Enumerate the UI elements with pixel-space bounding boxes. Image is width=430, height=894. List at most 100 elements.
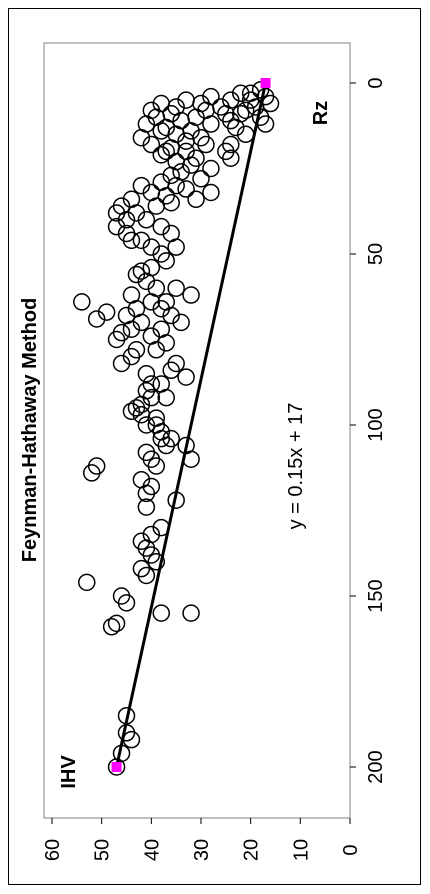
data-point xyxy=(167,238,185,256)
data-point xyxy=(147,553,166,571)
x-axis-ticks: 0 50 100 150 200 xyxy=(350,77,387,784)
data-point xyxy=(137,272,156,291)
data-point xyxy=(132,176,151,195)
data-point xyxy=(157,436,175,455)
y-tick-label: 60 xyxy=(42,839,64,861)
data-point xyxy=(97,303,116,321)
data-point xyxy=(117,211,136,229)
data-point xyxy=(157,118,175,137)
x-tick-label: 200 xyxy=(365,750,387,783)
data-point xyxy=(137,364,156,383)
data-point xyxy=(132,395,151,414)
data-point xyxy=(182,286,200,304)
y-tick-label: 30 xyxy=(191,839,213,861)
data-point xyxy=(137,484,156,503)
plot-area xyxy=(43,42,351,819)
data-point xyxy=(137,498,156,516)
data-point xyxy=(172,313,190,332)
y-tick-label: 50 xyxy=(92,839,114,861)
trendline-equation: y = 0.15x + 17 xyxy=(285,403,307,530)
data-point xyxy=(122,402,141,421)
data-point xyxy=(157,142,175,161)
data-point xyxy=(122,231,141,250)
x-tick-label: 150 xyxy=(365,579,387,612)
plot-border xyxy=(43,42,351,819)
data-point xyxy=(157,334,175,352)
data-point xyxy=(192,170,210,188)
data-point xyxy=(177,180,195,198)
x-tick-label: 50 xyxy=(365,243,387,265)
data-point xyxy=(132,405,151,424)
data-point xyxy=(82,464,101,482)
data-point xyxy=(132,313,151,332)
data-point xyxy=(162,306,180,325)
data-point xyxy=(107,330,126,349)
y-axis-label: IHV xyxy=(58,755,80,789)
data-point xyxy=(142,388,161,407)
data-point xyxy=(122,347,141,366)
data-point xyxy=(167,279,185,297)
data-point xyxy=(127,204,146,222)
data-point xyxy=(227,118,245,137)
y-tick-label: 40 xyxy=(141,839,163,861)
data-point xyxy=(152,146,171,164)
data-point xyxy=(147,197,166,215)
data-point xyxy=(157,252,175,270)
y-tick-label: 10 xyxy=(290,839,312,861)
data-point xyxy=(222,149,240,167)
data-point xyxy=(246,98,265,116)
data-point xyxy=(231,84,250,103)
data-point xyxy=(122,320,141,338)
data-point xyxy=(127,265,146,284)
data-point xyxy=(152,217,171,236)
x-tick-label: 0 xyxy=(365,77,387,88)
chart-title: Feynman-Hathaway Method xyxy=(19,298,41,562)
data-point xyxy=(87,310,106,328)
data-point xyxy=(142,135,161,154)
data-point xyxy=(107,614,126,633)
data-point xyxy=(107,204,126,222)
data-point xyxy=(142,293,161,311)
data-point xyxy=(177,368,195,386)
data-point xyxy=(157,388,175,407)
y-tick-label: 20 xyxy=(241,839,263,861)
data-point xyxy=(102,618,121,636)
data-point xyxy=(132,262,151,280)
data-point xyxy=(152,299,171,318)
data-point xyxy=(202,183,220,202)
data-point xyxy=(73,293,91,311)
data-point xyxy=(107,758,126,776)
data-points xyxy=(73,81,280,776)
x-tick-label: 100 xyxy=(365,408,387,441)
data-point xyxy=(132,128,151,147)
data-point xyxy=(236,101,255,120)
data-point xyxy=(142,238,161,256)
data-point xyxy=(182,604,200,622)
data-point xyxy=(107,217,126,236)
data-point xyxy=(177,132,195,150)
data-point xyxy=(202,115,220,133)
data-point xyxy=(147,457,166,475)
data-point xyxy=(152,604,171,622)
trendline-endpoint-marker xyxy=(111,762,122,772)
data-point xyxy=(117,594,136,612)
data-point xyxy=(137,566,156,585)
data-point xyxy=(197,135,215,154)
data-point xyxy=(132,231,151,250)
x-axis-label: Rz xyxy=(310,101,332,125)
data-point xyxy=(182,156,200,174)
data-point xyxy=(78,573,96,592)
chart-frame xyxy=(8,8,421,885)
data-point xyxy=(202,159,220,178)
trendline xyxy=(115,82,268,768)
y-axis-ticks: 0 10 20 30 40 50 60 xyxy=(42,818,362,861)
data-point xyxy=(162,361,180,380)
data-point xyxy=(147,341,166,359)
data-point xyxy=(137,211,156,229)
trendline-layer xyxy=(111,78,271,772)
data-point xyxy=(187,190,205,209)
y-tick-label: 0 xyxy=(340,844,362,855)
data-point xyxy=(177,91,195,109)
data-point xyxy=(112,354,131,373)
